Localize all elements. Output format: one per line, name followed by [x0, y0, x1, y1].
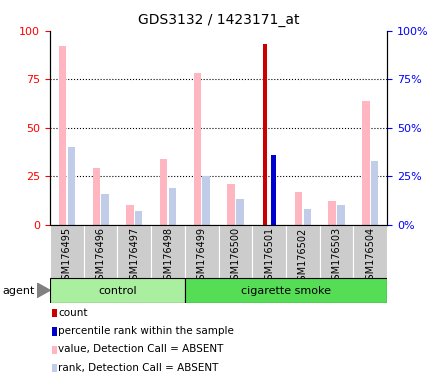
Text: GSM176504: GSM176504 — [365, 227, 375, 286]
Bar — [184, 278, 386, 303]
Bar — [294, 192, 302, 225]
Bar — [328, 201, 335, 225]
Bar — [303, 209, 310, 225]
Bar — [362, 101, 369, 225]
Bar — [370, 161, 378, 225]
Text: control: control — [98, 286, 136, 296]
Text: GSM176502: GSM176502 — [297, 227, 307, 286]
Bar — [262, 44, 266, 225]
Bar — [126, 205, 133, 225]
Bar — [117, 225, 151, 278]
Text: GSM176497: GSM176497 — [129, 227, 139, 286]
Text: GSM176495: GSM176495 — [62, 227, 72, 286]
Bar — [353, 225, 386, 278]
Bar — [101, 194, 108, 225]
Text: cigarette smoke: cigarette smoke — [240, 286, 330, 296]
Bar — [92, 169, 100, 225]
Bar — [218, 225, 252, 278]
Text: count: count — [58, 308, 88, 318]
Bar — [67, 147, 75, 225]
Bar — [286, 225, 319, 278]
Text: agent: agent — [2, 286, 34, 296]
Bar — [193, 73, 201, 225]
Bar — [184, 225, 218, 278]
Bar — [50, 278, 184, 303]
Bar — [236, 199, 243, 225]
Text: GSM176498: GSM176498 — [163, 227, 173, 286]
Text: GSM176501: GSM176501 — [263, 227, 273, 286]
Title: GDS3132 / 1423171_at: GDS3132 / 1423171_at — [138, 13, 299, 27]
Text: GSM176503: GSM176503 — [331, 227, 341, 286]
Bar — [168, 188, 176, 225]
Bar — [59, 46, 66, 225]
Bar — [84, 225, 117, 278]
Text: value, Detection Call = ABSENT: value, Detection Call = ABSENT — [58, 344, 223, 354]
Bar — [151, 225, 184, 278]
Bar — [50, 225, 83, 278]
Bar — [160, 159, 167, 225]
Polygon shape — [37, 283, 50, 298]
Bar — [135, 211, 142, 225]
Text: GSM176499: GSM176499 — [196, 227, 206, 286]
Bar — [336, 205, 344, 225]
Text: rank, Detection Call = ABSENT: rank, Detection Call = ABSENT — [58, 363, 218, 373]
Bar — [227, 184, 234, 225]
Bar — [252, 225, 286, 278]
Text: percentile rank within the sample: percentile rank within the sample — [58, 326, 234, 336]
Text: GSM176496: GSM176496 — [95, 227, 105, 286]
Bar — [319, 225, 353, 278]
Text: GSM176500: GSM176500 — [230, 227, 240, 286]
Bar — [271, 155, 275, 225]
Bar — [202, 176, 209, 225]
